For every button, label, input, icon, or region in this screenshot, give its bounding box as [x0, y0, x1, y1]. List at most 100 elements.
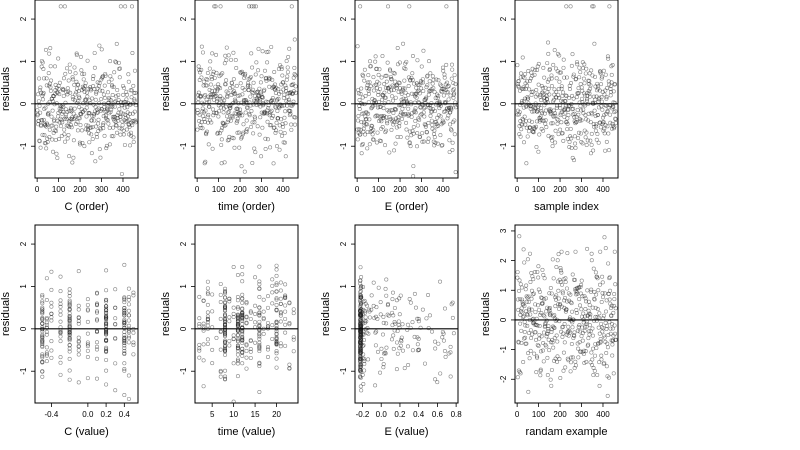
data-point — [113, 336, 118, 341]
data-point — [201, 79, 206, 84]
data-point — [556, 252, 561, 257]
data-point — [205, 323, 210, 328]
data-point — [549, 291, 554, 296]
data-point — [529, 307, 534, 312]
y-tick-label: 2 — [499, 258, 508, 263]
data-point — [358, 340, 363, 345]
data-point — [122, 341, 127, 346]
data-point — [597, 69, 602, 74]
data-point — [49, 311, 54, 316]
data-point — [197, 119, 202, 124]
x-tick-label: 400 — [596, 410, 610, 419]
y-axis-label: residuals — [160, 66, 172, 111]
data-point — [383, 95, 388, 100]
data-point — [517, 234, 522, 239]
data-point — [44, 315, 49, 320]
data-point — [218, 347, 223, 352]
data-point — [594, 137, 599, 142]
data-point — [547, 308, 552, 313]
data-point — [244, 130, 249, 135]
data-point — [572, 158, 577, 163]
data-point — [554, 76, 559, 81]
data-point — [110, 104, 115, 109]
data-point — [529, 288, 534, 293]
data-point — [359, 285, 364, 290]
data-point — [44, 359, 49, 364]
data-point — [523, 122, 528, 127]
data-point — [102, 83, 107, 88]
data-point — [247, 113, 252, 118]
data-point — [593, 353, 598, 358]
data-point — [602, 235, 607, 240]
x-tick-label: 400 — [116, 185, 130, 194]
data-point — [49, 304, 54, 309]
data-point — [605, 124, 610, 129]
data-point — [104, 331, 109, 336]
data-point — [384, 128, 389, 133]
data-point — [262, 111, 267, 116]
data-point — [87, 131, 92, 136]
data-point — [547, 348, 552, 353]
data-point — [440, 335, 445, 340]
data-point — [527, 87, 532, 92]
data-point — [381, 320, 386, 325]
data-point — [396, 80, 401, 85]
data-point — [274, 128, 279, 133]
data-point — [408, 325, 413, 330]
data-point — [37, 76, 42, 81]
data-point — [94, 91, 99, 96]
data-point — [538, 94, 543, 99]
data-point — [270, 336, 275, 341]
data-point — [607, 297, 612, 302]
data-point — [365, 129, 370, 134]
data-point — [81, 77, 86, 82]
data-point — [521, 105, 526, 110]
data-point — [87, 111, 92, 116]
data-point — [230, 84, 235, 89]
data-point — [126, 295, 131, 300]
data-point — [569, 355, 574, 360]
data-point — [438, 114, 443, 119]
data-point — [398, 343, 403, 348]
data-point — [44, 297, 49, 302]
data-point — [413, 110, 418, 115]
data-point — [600, 115, 605, 120]
data-point — [606, 105, 611, 110]
data-point — [555, 359, 560, 364]
data-point — [594, 122, 599, 127]
data-point — [605, 393, 610, 398]
data-point — [257, 132, 262, 137]
x-tick-label: 0.4 — [413, 410, 425, 419]
data-point — [101, 92, 106, 97]
data-point — [582, 360, 587, 365]
data-point — [257, 361, 262, 366]
data-point — [539, 84, 544, 89]
data-point — [258, 90, 263, 95]
data-point — [79, 68, 84, 73]
data-point — [572, 134, 577, 139]
data-point — [595, 81, 600, 86]
data-point — [77, 96, 82, 101]
data-point — [539, 334, 544, 339]
data-point — [46, 71, 51, 76]
data-point — [129, 4, 134, 9]
data-point — [609, 303, 614, 308]
data-point — [366, 111, 371, 116]
data-point — [446, 97, 451, 102]
data-point — [126, 373, 131, 378]
data-point — [253, 311, 258, 316]
data-point — [95, 135, 100, 140]
data-point — [207, 66, 212, 71]
data-point — [529, 92, 534, 97]
data-point — [540, 301, 545, 306]
data-point — [603, 148, 608, 153]
data-point — [131, 330, 136, 335]
data-point — [604, 350, 609, 355]
data-point — [44, 276, 49, 281]
data-point — [279, 67, 284, 72]
data-point — [583, 349, 588, 354]
data-point — [253, 72, 258, 77]
data-point — [270, 96, 275, 101]
x-tick-label: 10 — [229, 410, 238, 419]
data-point — [292, 65, 297, 70]
